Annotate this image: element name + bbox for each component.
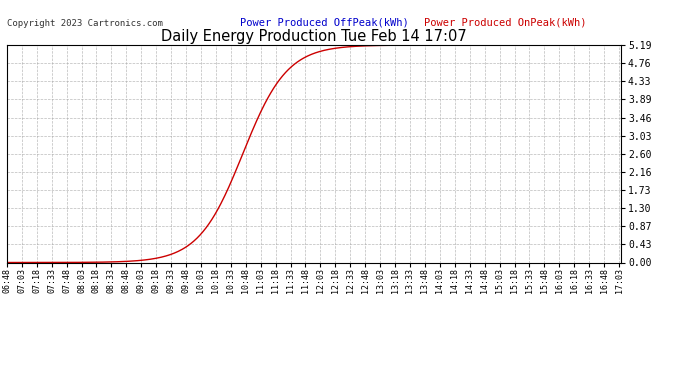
Text: Power Produced OnPeak(kWh): Power Produced OnPeak(kWh) [424, 18, 587, 28]
Text: Copyright 2023 Cartronics.com: Copyright 2023 Cartronics.com [7, 19, 163, 28]
Text: Power Produced OffPeak(kWh): Power Produced OffPeak(kWh) [240, 18, 409, 28]
Title: Daily Energy Production Tue Feb 14 17:07: Daily Energy Production Tue Feb 14 17:07 [161, 29, 467, 44]
